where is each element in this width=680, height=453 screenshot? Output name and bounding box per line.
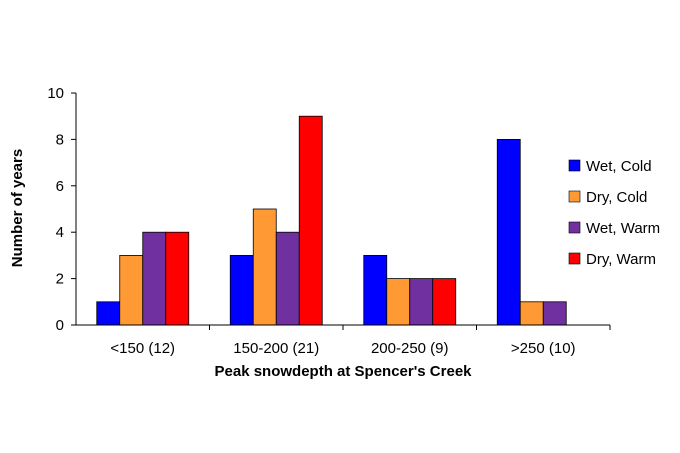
bar-dry-cold-0 (119, 254, 144, 326)
x-tick-label: 200-250 (9) (371, 340, 449, 357)
y-tick-label: 4 (56, 224, 64, 241)
legend-swatch (568, 190, 581, 203)
bar-wet-cold-1 (229, 254, 254, 326)
legend-swatch (568, 221, 581, 234)
x-axis-ticks: <150 (12) 150-200 (21) 200-250 (9) >250 (10… (110, 325, 611, 357)
bar-wet-warm-0 (142, 231, 167, 326)
x-tick-label: >250 (10) (511, 340, 576, 357)
bar-wet-cold-3 (496, 138, 521, 326)
bar-wet-warm-2 (409, 278, 434, 326)
legend-swatch (568, 159, 581, 172)
legend-swatch (568, 252, 581, 265)
bar-dry-cold-2 (386, 278, 411, 326)
y-tick-label: 10 (47, 85, 64, 102)
legend-label: Wet, Cold (586, 158, 652, 175)
bar-dry-warm-2 (432, 278, 457, 326)
bar-dry-cold-3 (519, 301, 544, 326)
y-axis-title: Number of years (9, 149, 26, 267)
bars (96, 115, 567, 326)
x-tick-label: 150-200 (21) (233, 340, 319, 357)
bar-dry-warm-0 (165, 231, 190, 326)
legend-label: Dry, Cold (586, 189, 647, 206)
legend-label: Dry, Warm (586, 251, 656, 268)
y-tick-label: 0 (56, 317, 64, 334)
y-axis-ticks: 0 2 4 6 8 10 (47, 85, 76, 334)
bar-wet-warm-1 (275, 231, 300, 326)
legend: Wet, Cold Dry, Cold Wet, Warm Dry, Warm (568, 158, 660, 268)
bar-dry-warm-1 (298, 115, 323, 326)
bar-dry-cold-1 (252, 208, 277, 326)
y-tick-label: 8 (56, 131, 64, 148)
bar-wet-cold-0 (96, 301, 121, 326)
legend-label: Wet, Warm (586, 220, 660, 237)
x-axis-title: Peak snowdepth at Spencer's Creek (215, 363, 473, 380)
y-tick-label: 2 (56, 271, 64, 288)
bar-wet-warm-3 (542, 301, 567, 326)
y-tick-label: 6 (56, 178, 64, 195)
x-tick-label: <150 (12) (110, 340, 175, 357)
bar-wet-cold-2 (363, 254, 388, 326)
